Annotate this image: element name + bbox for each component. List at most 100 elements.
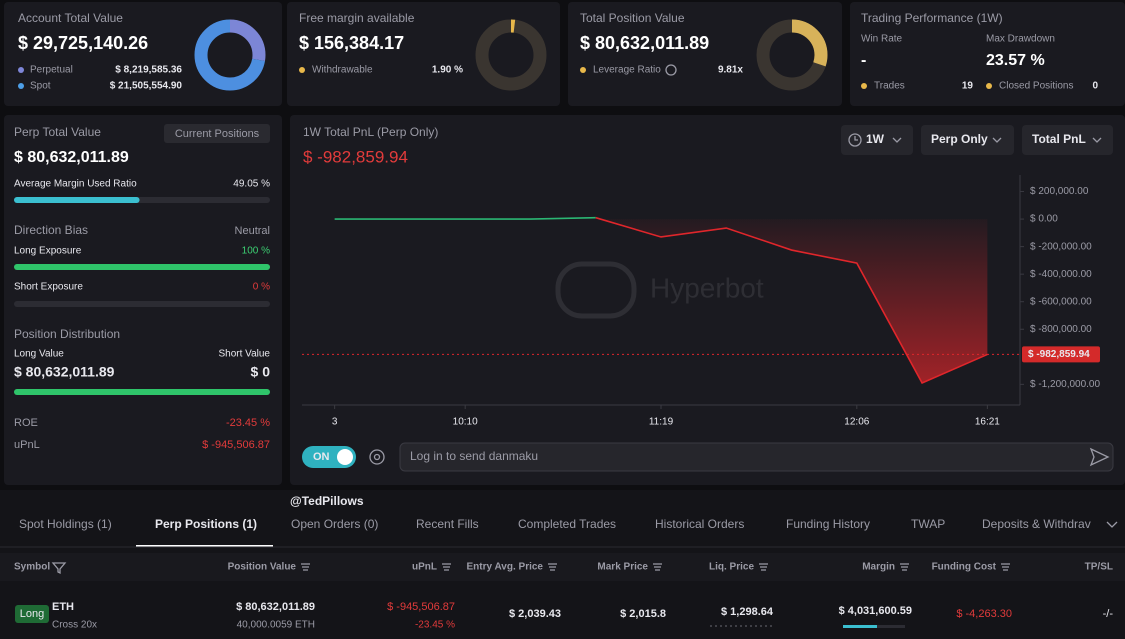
info-icon [665,64,677,76]
card-title: Trading Performance (1W) [861,11,1003,25]
stat: 23.57 % [986,52,1045,69]
cell: -/- [1103,608,1114,620]
watermark-user: @TedPillows [290,494,364,508]
settings-icon-core [373,453,381,461]
card-title: Free margin available [299,11,415,25]
bar-fill [14,197,140,203]
label: Spot [30,81,51,92]
stat: 19 [962,81,974,92]
chevron [1106,521,1118,528]
tab-underline [136,545,273,547]
margin-fill [843,625,877,628]
clock-hand [854,136,858,141]
y-tick-label: $ -1,200,000.00 [1030,379,1100,390]
tab[interactable]: TWAP [911,517,945,531]
filter-icon[interactable] [51,562,67,575]
pnl-line [334,216,596,220]
sort-icon [653,563,662,571]
column-header[interactable]: Liq. Price [709,562,754,573]
label: Leverage Ratio [593,65,661,76]
dot [299,67,305,73]
tabs: Spot Holdings (1) Perp Positions (1) Open … [19,517,1091,547]
amount: $ 8,219,585.36 [115,65,182,76]
tab[interactable]: Funding History [786,517,870,531]
label: ROE [14,417,38,429]
amount: $ 21,505,554.90 [110,81,183,92]
plot: $ 200,000.00 $ 0.00 $ -200,000.00 $ -400,00… [302,186,1100,428]
x-tick-label: 11:19 [649,417,674,428]
settings-icon[interactable] [369,449,385,465]
cell: $ 2,039.43 [509,608,561,620]
x-tick-label: 16:21 [975,417,1000,428]
dropdown[interactable] [921,125,1014,155]
donut-arc [756,19,828,91]
input[interactable] [399,442,1114,472]
y-tick-label: $ -200,000.00 [1030,241,1092,252]
symbol: ETH [52,601,74,613]
column-header[interactable]: TP/SL [1085,562,1113,573]
chevron [1092,137,1102,143]
sort-icon [442,563,451,571]
stat: - [861,52,866,69]
chevron [992,137,1002,143]
dot [18,67,24,73]
sort-icon [900,563,909,571]
panel-value: $ 80,632,011.89 [14,149,129,166]
last-value-label: $ -982,859.94 [1028,349,1090,360]
bar-track [14,301,270,307]
amount: 9.81x [718,65,743,76]
label: Perpetual [30,65,73,76]
send-icon[interactable] [1089,447,1110,467]
column-header[interactable]: uPnL [412,562,437,573]
tab[interactable]: Perp Positions (1) [155,517,257,531]
y-tick-label: $ -600,000.00 [1030,296,1092,307]
toggle-label[interactable]: ON [313,451,330,463]
tab[interactable]: Open Orders (0) [291,517,378,531]
card-value: $ 29,725,140.26 [18,33,148,53]
dropdown-label[interactable]: Total PnL [1032,132,1086,146]
card-title: Account Total Value [18,11,123,25]
dropdown-label[interactable]: Perp Only [931,132,988,146]
dot [580,67,586,73]
value: -23.45 % [226,417,270,429]
mode: Cross 20x [52,620,97,631]
tab[interactable]: Completed Trades [518,517,616,531]
column-header[interactable]: Mark Price [597,562,648,573]
card-value: $ 80,632,011.89 [580,33,709,53]
section-title: Position Distribution [14,327,120,341]
stat: 0 [1092,81,1098,92]
donut-arc [475,19,547,91]
cell: 40,000.0059 ETH [237,620,315,631]
cell: $ 80,632,011.89 [236,601,315,613]
tab[interactable]: Spot Holdings (1) [19,517,112,531]
cell: $ -945,506.87 [387,601,455,613]
column-header[interactable]: Symbol [14,562,50,573]
card [850,2,1125,106]
tab[interactable]: Recent Fills [416,517,479,531]
input-placeholder[interactable]: Log in to send danmaku [410,449,538,463]
table-header [0,553,1125,581]
toggle-knob [337,449,353,465]
column-header[interactable]: Margin [862,562,895,573]
value: $ -945,506.87 [202,439,270,451]
column-header[interactable]: Funding Cost [932,562,997,573]
button-label[interactable]: Current Positions [175,128,260,140]
value: 100 % [242,246,270,257]
sort-icon [301,563,310,571]
cell: $ 4,031,600.59 [839,605,912,617]
x-tick-label: 3 [332,417,338,428]
cell: $ 1,298.64 [721,606,774,618]
label: Win Rate [861,34,903,45]
tab[interactable]: Historical Orders [655,517,744,531]
sort-icon [759,563,768,571]
dropdown-label[interactable]: 1W [866,132,885,146]
card-title: Total Position Value [580,11,685,25]
cell: -23.45 % [415,620,455,631]
dropdown[interactable] [1022,125,1113,155]
column-header[interactable]: Entry Avg. Price [466,562,543,573]
dropdown[interactable] [841,125,913,155]
button[interactable] [164,124,270,143]
side-badge [15,605,49,623]
tab[interactable]: Deposits & Withdrav [982,517,1091,531]
column-header[interactable]: Position Value [228,562,297,573]
